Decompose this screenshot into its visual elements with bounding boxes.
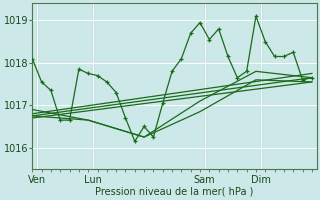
X-axis label: Pression niveau de la mer( hPa ): Pression niveau de la mer( hPa ) xyxy=(95,187,253,197)
